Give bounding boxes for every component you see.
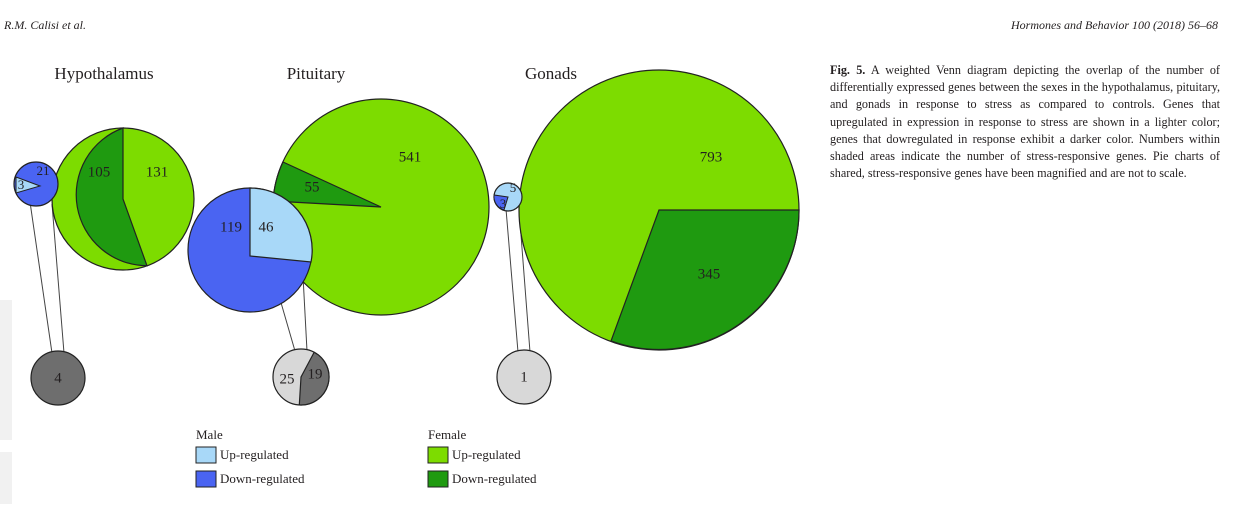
male-up-value: 5 (510, 180, 517, 195)
connector-line (29, 201, 53, 354)
legend-label: Down-regulated (452, 471, 537, 486)
venn-panel: Pituitary 541 55 46 119 25 19 (187, 64, 490, 406)
connector-line (505, 208, 519, 353)
female-down-region (610, 209, 800, 351)
connector-line (51, 203, 65, 354)
female-up-value: 793 (700, 149, 723, 165)
female-down-value: 345 (698, 266, 721, 282)
male-up-value: 3 (18, 177, 25, 192)
male-up-region (15, 176, 42, 194)
female-down-value: 55 (305, 179, 320, 195)
male-up-value: 46 (259, 219, 275, 235)
female-down-region (75, 127, 148, 267)
venn-panel: Hypothalamus 131 105 3 21 4 (13, 64, 195, 406)
side-tab (0, 452, 12, 504)
legend-group: Female Up-regulated Down-regulated (427, 427, 537, 488)
legend-group-title: Male (196, 427, 223, 442)
venn-panel: Gonads 793 345 53 1 (493, 64, 800, 405)
legend-group: Male Up-regulated Down-regulated (195, 427, 305, 488)
panel-title: Hypothalamus (54, 64, 153, 83)
legend-label: Up-regulated (220, 447, 289, 462)
running-head-authors: R.M. Calisi et al. (4, 18, 86, 32)
shared-value: 4 (54, 370, 62, 386)
male-down-region (493, 194, 509, 211)
male-down-value: 119 (220, 219, 242, 235)
legend-swatch (427, 446, 449, 464)
legend-swatch (195, 470, 217, 488)
legend-swatch (427, 470, 449, 488)
connector-line (302, 275, 308, 352)
figure-caption: Fig. 5. A weighted Venn diagram depictin… (830, 62, 1220, 182)
shared-pie (30, 350, 86, 406)
shared-value: 1 (520, 369, 528, 385)
male-down-value: 21 (37, 163, 50, 178)
female-up-value: 541 (399, 149, 422, 165)
male-up-region (249, 187, 313, 263)
legend-group-title: Female (428, 427, 466, 442)
legend-label: Up-regulated (452, 447, 521, 462)
shared-value: 25 (280, 371, 295, 387)
venn-figure: Hypothalamus1311053214Pituitary541554611… (13, 64, 800, 488)
panel-title: Pituitary (287, 64, 346, 83)
side-tab (0, 300, 12, 440)
caption-text: A weighted Venn diagram depicting the ov… (830, 63, 1220, 181)
female-up-value: 131 (146, 164, 169, 180)
running-head-journal: Hormones and Behavior 100 (2018) 56–68 (1011, 18, 1218, 32)
legend-label: Down-regulated (220, 471, 305, 486)
shared-pie-slice (298, 351, 330, 406)
shared-pie (496, 349, 552, 405)
shared-value: 19 (308, 366, 323, 382)
panel-title: Gonads (525, 64, 577, 83)
legend-swatch (195, 446, 217, 464)
caption-label: Fig. 5. (830, 63, 866, 77)
male-down-value: 3 (500, 196, 507, 211)
female-down-value: 105 (88, 164, 111, 180)
